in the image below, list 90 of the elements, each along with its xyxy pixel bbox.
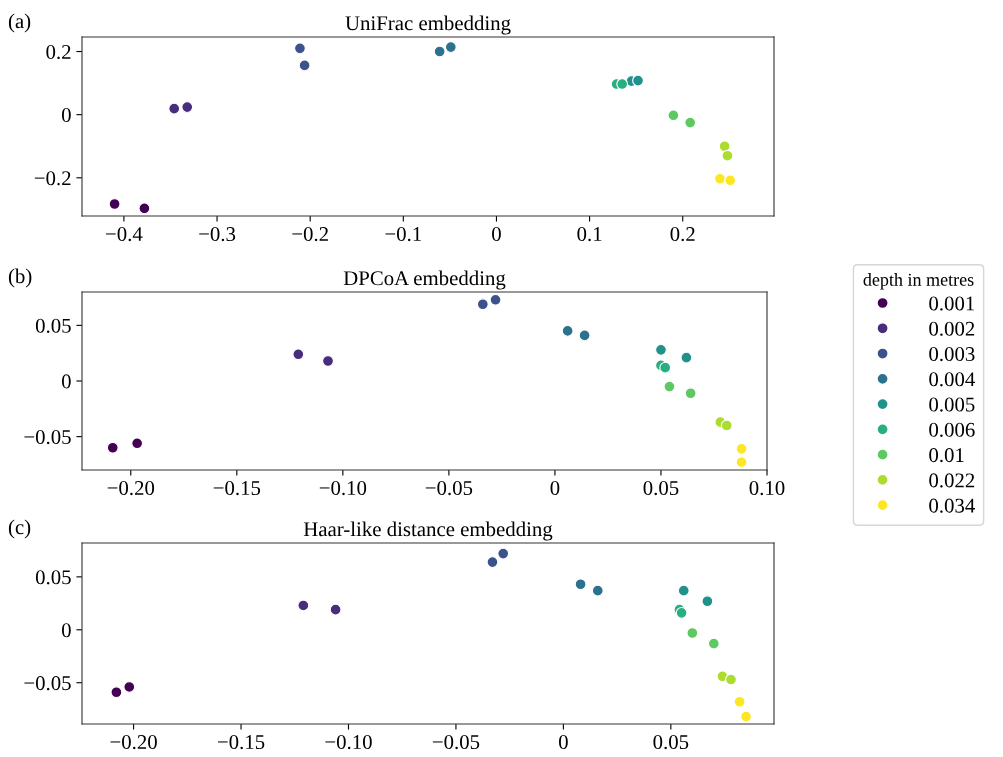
point (680, 351, 693, 364)
y-tick-label: 0 (61, 374, 71, 389)
legend-label: 0.034 (929, 498, 975, 513)
x-tick-label: 0.1 (577, 227, 602, 242)
point (740, 710, 752, 723)
point (616, 78, 629, 90)
point (476, 298, 489, 311)
text: (b) (8, 268, 32, 288)
point (735, 456, 748, 469)
point (168, 102, 181, 115)
point (298, 59, 311, 72)
text: (a) (8, 13, 31, 33)
point (591, 584, 604, 597)
x-tick-label: −0.20 (107, 481, 155, 496)
point (667, 109, 680, 122)
point (677, 584, 690, 597)
point (701, 595, 714, 608)
x-tick-label: 0 (550, 481, 560, 496)
chart-title: UniFrac embedding (345, 15, 511, 35)
x-tick-label: −0.1 (385, 227, 421, 242)
point (110, 686, 123, 699)
point (724, 174, 737, 187)
x-tick-label: 0 (558, 735, 568, 750)
point (659, 361, 672, 374)
x-tick-label: −0.05 (425, 481, 473, 496)
legend-label: 0.001 (929, 296, 975, 311)
x-tick-label: 0 (492, 227, 501, 242)
point (725, 673, 737, 686)
y-tick-label: 0.2 (46, 44, 71, 60)
text: (c) (8, 519, 31, 539)
point (292, 348, 305, 361)
x-tick-label: −0.4 (106, 227, 143, 242)
chart-title: Haar-like distance embedding (303, 521, 553, 541)
point (444, 41, 457, 54)
x-tick-label: 0.05 (643, 481, 679, 496)
point (131, 437, 144, 450)
legend-title: depth in metres (863, 273, 974, 290)
legend-label: 0.004 (929, 372, 975, 387)
point (123, 681, 136, 693)
point (718, 140, 731, 153)
point (297, 599, 310, 612)
point (578, 329, 591, 342)
point (714, 172, 726, 185)
point (707, 637, 720, 650)
point (561, 325, 574, 337)
point (294, 42, 306, 55)
point (663, 380, 676, 393)
y-tick-label: 0.05 (35, 570, 71, 585)
point (322, 355, 334, 367)
legend-label: 0.006 (929, 422, 975, 437)
y-tick-label: −0.2 (34, 171, 71, 186)
point (108, 198, 121, 210)
y-tick-label: −0.05 (24, 430, 71, 445)
legend-label: 0.003 (929, 346, 975, 362)
legend-label: 0.01 (929, 448, 964, 463)
x-tick-label: 0.10 (749, 481, 785, 496)
chart-title: DPCoA embedding (343, 270, 506, 290)
point (684, 116, 697, 129)
point (497, 547, 510, 560)
y-tick-label: 0 (61, 108, 71, 123)
legend-label: 0.002 (929, 321, 975, 336)
point (329, 603, 342, 616)
point (684, 387, 697, 400)
y-tick-label: 0.05 (35, 318, 71, 333)
point (721, 149, 734, 162)
y-tick-label: −0.05 (24, 676, 71, 691)
x-tick-label: −0.10 (325, 735, 372, 750)
legend-label: 0.005 (929, 397, 975, 412)
point (686, 627, 699, 639)
point (106, 441, 119, 454)
x-tick-label: −0.15 (217, 735, 265, 750)
point (181, 101, 194, 114)
legend-label: 0.022 (929, 473, 975, 488)
x-tick-label: −0.20 (110, 735, 157, 750)
point (486, 556, 499, 568)
y-tick-label: 0 (61, 623, 71, 638)
point (735, 442, 748, 455)
point (433, 45, 446, 58)
x-tick-label: −0.2 (292, 227, 328, 242)
x-tick-label: −0.15 (213, 481, 261, 496)
point (574, 578, 587, 591)
point (632, 74, 644, 87)
x-tick-label: −0.10 (319, 481, 367, 496)
point (655, 343, 667, 356)
x-tick-label: −0.05 (432, 735, 480, 750)
point (720, 419, 733, 432)
point (138, 202, 151, 215)
x-tick-label: −0.3 (199, 227, 236, 242)
x-tick-label: 0.05 (653, 735, 689, 750)
x-tick-label: 0.2 (670, 227, 695, 242)
